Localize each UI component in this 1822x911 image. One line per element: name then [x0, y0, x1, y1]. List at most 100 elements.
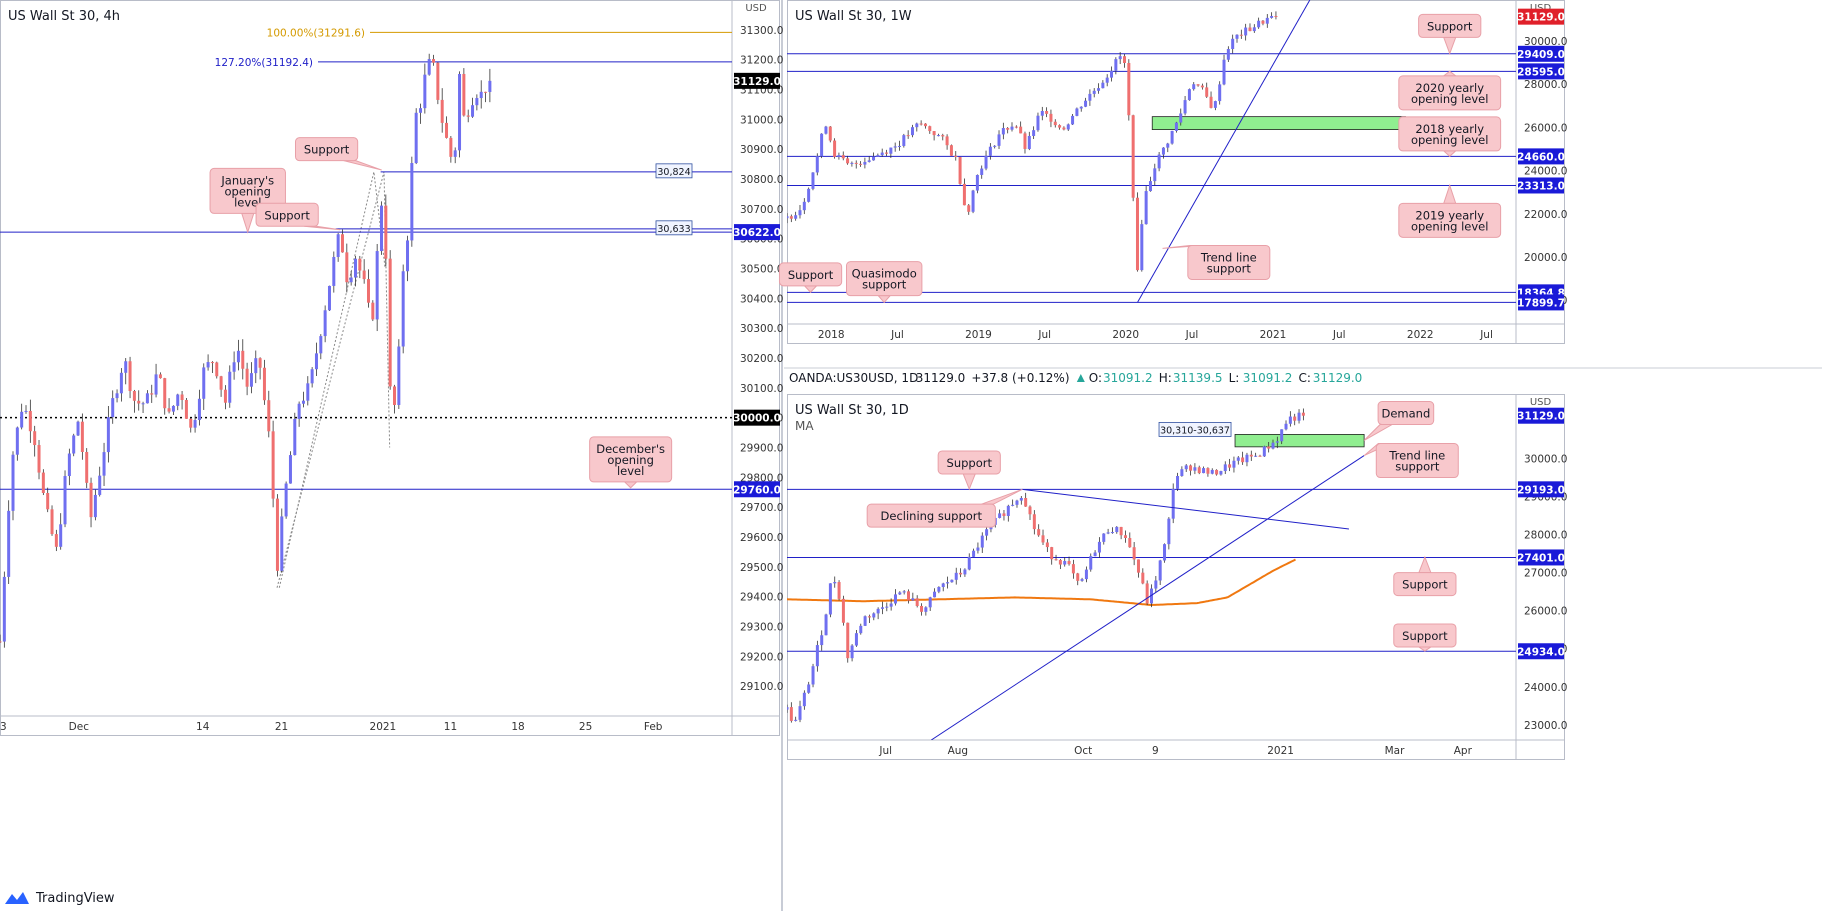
candle-body [1200, 85, 1204, 88]
candle-body [906, 135, 910, 137]
annotation-box [1398, 116, 1502, 152]
annotation-label: Support [947, 456, 993, 470]
candle-body [833, 140, 837, 157]
candle-body [789, 216, 793, 219]
candle-body [928, 126, 932, 132]
candle-body [1114, 59, 1118, 71]
candle-body [824, 126, 828, 134]
candle-body [1089, 556, 1093, 570]
candle-body [1123, 535, 1127, 539]
candle-body [124, 361, 128, 373]
candle-body [353, 258, 357, 278]
candle-body [1239, 34, 1243, 36]
chart-panel-p4h: US Wall St 30, 4h USD 29100.0 29200.0 29300.… [0, 0, 783, 736]
price-tag-label: 30622.0 [733, 227, 781, 239]
y-tick-label: 30700.0 [740, 204, 783, 216]
annotation-label: support [1207, 261, 1252, 275]
y-tick-label: 22000.0 [1524, 209, 1567, 221]
candle-body [854, 162, 858, 164]
candle-body [171, 405, 175, 412]
candle-body [1097, 88, 1101, 91]
annotation-box [1393, 623, 1457, 648]
candle-body [1115, 526, 1119, 533]
candle-body [206, 362, 210, 368]
x-tick-label: Mar [1385, 745, 1405, 757]
candle-body [314, 353, 318, 370]
candle-body [880, 152, 884, 156]
candle-body [132, 391, 136, 401]
candle-body [954, 572, 958, 580]
candle-body [427, 59, 431, 75]
candle-body [846, 158, 850, 164]
candle-body [1223, 464, 1227, 472]
currency-label: USD [1530, 397, 1552, 408]
candle-body [106, 417, 110, 453]
y-tick-label: 24000.0 [1524, 682, 1567, 694]
candle-body [1157, 154, 1161, 169]
annotation-pointer [1443, 36, 1457, 56]
candle-body [111, 398, 115, 418]
y-tick-label: 31300.0 [740, 25, 783, 37]
candle-body [1193, 467, 1197, 471]
candle-body [406, 240, 410, 272]
candle-body [1006, 128, 1010, 130]
panel-frame [0, 0, 780, 736]
candle-body [1058, 125, 1062, 128]
candle-body [1015, 500, 1019, 505]
annotation-label: 2020 yearly [1415, 81, 1484, 95]
candle-body [1135, 197, 1139, 271]
x-tick-label: Jul [1185, 329, 1199, 341]
x-tick-label: 14 [196, 721, 210, 733]
candle-body [1257, 20, 1261, 28]
candle-body [885, 152, 889, 154]
candle-body [1248, 27, 1252, 32]
price-tag-label: 30000.0 [733, 413, 781, 425]
candle-body [371, 302, 375, 320]
candle-body [933, 591, 937, 598]
candle-body [1270, 15, 1274, 18]
annotation-pointer [1417, 646, 1433, 652]
candle-body [1197, 467, 1201, 474]
candle-body [24, 410, 28, 412]
annotation-box [294, 137, 359, 162]
candle-body [980, 535, 984, 548]
y-tick-label: 24000.0 [1524, 166, 1567, 178]
candle-body [1040, 110, 1044, 116]
candle-body [919, 123, 923, 125]
candle-body [93, 494, 97, 518]
candle-body [959, 572, 963, 575]
candle-body [1037, 529, 1041, 536]
level-value-box [655, 163, 693, 179]
candle-body [245, 368, 249, 387]
price-tag-label: 31129.0 [1517, 411, 1565, 423]
y-tick-label: 29600.0 [740, 532, 783, 544]
candle-body [898, 145, 902, 147]
candle-body [889, 603, 893, 607]
header-change: +37.8 (+0.12%) [971, 371, 1069, 385]
candle-body [275, 498, 279, 571]
candle-body [1254, 455, 1258, 457]
annotation-box [866, 503, 996, 528]
candle-body [232, 362, 236, 372]
candle-body [1045, 542, 1049, 548]
candle-body [1141, 572, 1145, 584]
candle-body [941, 135, 945, 137]
candle-body [1245, 454, 1249, 463]
candle-body [301, 400, 305, 404]
tradingview-footer[interactable]: TradingView [4, 888, 115, 908]
annotation-pointer [1442, 150, 1458, 157]
candle-body [1032, 514, 1036, 530]
fib-level-label: 100.00%(31291.6) [267, 27, 365, 39]
level-value-box [655, 220, 693, 236]
candle-body [284, 483, 288, 517]
candle-body [1167, 518, 1171, 545]
annotation-label: opening level [1411, 92, 1489, 106]
candle-body [80, 421, 84, 452]
x-tick-label: Jul [1479, 329, 1493, 341]
candle-body [297, 403, 301, 419]
candle-body [902, 591, 906, 593]
candle-body [1027, 135, 1031, 149]
candle-body [802, 692, 806, 707]
candle-body [1196, 84, 1200, 86]
candle-body [488, 80, 492, 92]
